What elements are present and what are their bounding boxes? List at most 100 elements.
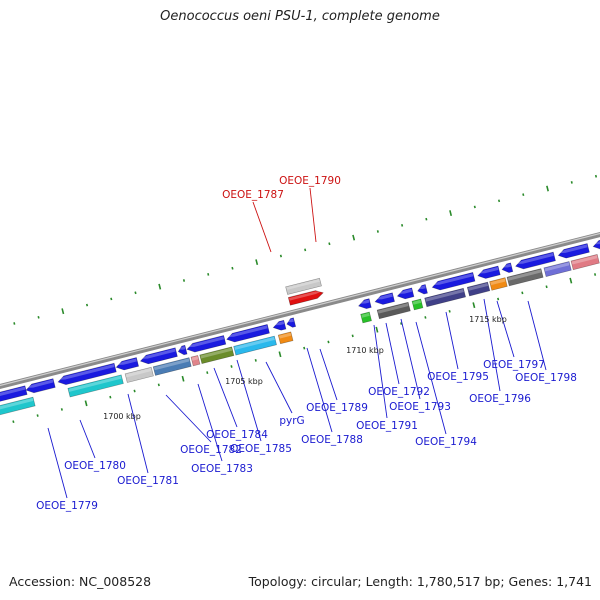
gene-arrow-forward-shade (515, 252, 554, 264)
leader-oeoe_1794 (415, 321, 447, 435)
coordinate-label: 1715 kbp (469, 315, 507, 324)
gene-arrow-forward-shade (417, 285, 426, 290)
leader-oeoe_1779 (47, 427, 68, 499)
gene-label-oeoe_1798: OEOE_1798 (515, 372, 577, 384)
gene-arrow-forward (226, 324, 270, 343)
gene-box-grey-shade (286, 279, 320, 290)
leader-oeoe_1798 (527, 300, 547, 371)
gene-arrow-forward (557, 243, 590, 259)
gene-label-oeoe_1782: OEOE_1782 (180, 444, 242, 456)
tick-outer (231, 266, 234, 270)
gene-label-oeoe_1796: OEOE_1796 (469, 393, 531, 405)
gene-arrow-forward (515, 251, 556, 270)
gene-arrow-forward-shade (186, 336, 225, 348)
coordinate-label: 1705 kbp (225, 377, 263, 386)
leader-oeoe_1781 (127, 393, 149, 474)
gene-arrow-forward (272, 319, 287, 331)
gene-box (506, 268, 544, 287)
gene-arrow-forward (358, 298, 372, 309)
tick-inner (545, 285, 548, 289)
gene-box (489, 277, 508, 291)
tick-inner (109, 395, 112, 399)
tick-inner (375, 326, 379, 333)
gene-arrow-forward-shade (374, 293, 393, 300)
leader-oeoe_1796 (483, 298, 501, 392)
gene-box-shade (507, 269, 542, 281)
leader-oeoe_1792 (385, 322, 400, 385)
tick-inner (206, 371, 209, 374)
gene-box-shade (412, 299, 422, 305)
gene-box (424, 287, 466, 308)
gene-arrow-forward (177, 344, 188, 356)
gene-box-red (287, 290, 324, 306)
tick-outer (425, 217, 428, 221)
genome-backbone-highlight (0, 232, 600, 387)
gene-box-shade (361, 312, 370, 318)
gene-arrow-forward-shade (558, 244, 588, 254)
tick-outer (279, 254, 282, 258)
leader-oeoe_1797 (496, 300, 515, 358)
gene-arrow-forward (139, 347, 178, 365)
gene-label-oeoe_1783: OEOE_1783 (191, 463, 253, 475)
gene-arrow-forward (25, 378, 56, 394)
gene-label-oeoe_1791: OEOE_1791 (356, 420, 418, 432)
tick-marks (12, 174, 598, 424)
gene-arrow-forward-shade (358, 299, 370, 304)
tick-inner (424, 316, 427, 319)
accession-text: Accession: NC_008528 (9, 574, 152, 589)
tick-inner (133, 389, 136, 393)
gene-box (0, 396, 36, 416)
leader-oeoe_1787 (252, 201, 272, 253)
gene-arrow-forward-shade (397, 288, 413, 294)
gene-label-oeoe_1787: OEOE_1787 (222, 189, 284, 201)
tick-inner (60, 408, 63, 411)
gene-labels: OEOE_1779OEOE_1780OEOE_1781OEOE_1782OEOE… (36, 175, 577, 512)
leader-oeoe_1789 (319, 348, 338, 401)
gene-box (570, 254, 600, 271)
tick-inner (448, 309, 451, 313)
tick-inner (181, 375, 185, 382)
topology-text: Topology: circular; Length: 1,780,517 bp… (248, 574, 592, 589)
gene-label-oeoe_1785: OEOE_1785 (230, 443, 292, 455)
tick-inner (521, 291, 524, 295)
leader-oeoe_1791 (373, 324, 388, 419)
gene-box (376, 301, 411, 320)
gene-label-oeoe_1780: OEOE_1780 (64, 460, 126, 472)
gene-arrow-forward (501, 262, 514, 273)
tick-inner (84, 400, 88, 407)
tick-outer (401, 223, 404, 227)
gene-box-shade (377, 303, 409, 314)
tick-inner (569, 277, 573, 284)
gene-box (67, 374, 124, 398)
gene-box (466, 281, 491, 297)
tick-inner (157, 383, 160, 387)
leader-oeoe_1795 (445, 311, 459, 370)
tick-outer (158, 283, 162, 290)
gene-box-shade (544, 262, 570, 272)
gene-arrow-forward-shade (57, 364, 115, 380)
leader-oeoe_1790 (309, 187, 317, 243)
tick-outer (13, 322, 16, 325)
gene-arrow-forward-shade (140, 348, 176, 359)
gene-arrow-forward-shade (432, 273, 474, 286)
tick-outer (473, 205, 476, 209)
tick-inner (230, 365, 233, 368)
gene-box (277, 331, 294, 345)
gene-arrow-forward (431, 272, 476, 291)
leader-oeoe_1780 (79, 419, 96, 459)
gene-arrow-forward-shade (286, 318, 294, 323)
gene-box-shade (490, 278, 506, 286)
gene-arrow-forward (0, 385, 28, 402)
gene-arrow-forward (57, 362, 117, 385)
leader-oeoe_1784 (213, 367, 238, 428)
tick-inner (12, 420, 15, 424)
gene-box-shade (278, 332, 292, 339)
tick-outer (207, 273, 210, 276)
tick-outer (134, 291, 137, 295)
leader-oeoe_1793 (400, 318, 421, 400)
tick-outer (255, 259, 259, 266)
gene-arrow-forward-shade (116, 358, 137, 366)
leader-oeoe_1788 (306, 347, 333, 433)
gene-arrow-forward-shade (501, 263, 512, 268)
